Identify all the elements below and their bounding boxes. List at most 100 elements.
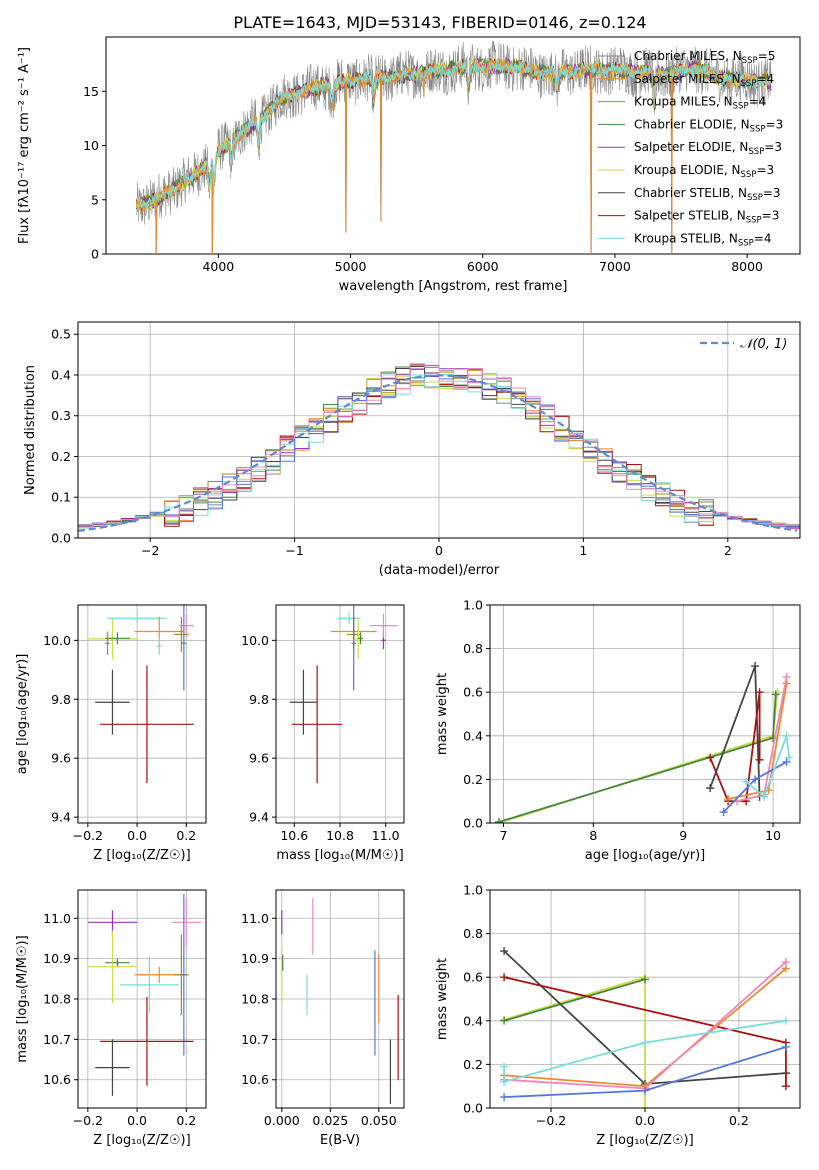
spectrum-xtick-label: 4000 — [202, 259, 234, 274]
spectrum-xtick-label: 5000 — [335, 259, 367, 274]
plot-area — [78, 363, 800, 532]
spectrum-legend: Chabrier MILES, NSSP=5 Salpeter MILES, NS… — [598, 49, 783, 248]
mass_vs_Z-ytick-label: 10.8 — [43, 992, 71, 1007]
mass_weight_vs_age-xtick-label: 7 — [500, 828, 508, 843]
mass_vs_Z-ytick-label: 10.9 — [43, 951, 71, 966]
mass-weight-point — [500, 947, 509, 956]
mass_vs_ebv-ytick-label: 10.7 — [241, 1032, 269, 1047]
residuals-xtick-label: 0 — [435, 543, 443, 558]
mass-weight-point — [742, 777, 751, 786]
mass_vs_ebv-xtick-label: 0.025 — [312, 1113, 348, 1128]
residuals-xtick-label: −2 — [141, 543, 159, 558]
spectrum-xtick-label: 6000 — [467, 259, 499, 274]
mass-weight-point — [785, 753, 794, 762]
mass-weight-point — [641, 1038, 649, 1047]
age_vs_Z-xtick-label: −0.2 — [73, 828, 103, 843]
legend-entry: Chabrier STELIB, NSSP=3 — [634, 186, 781, 203]
mass_vs_Z-ytick-label: 10.7 — [43, 1032, 71, 1047]
age_vs_mass-xlabel: mass [log₁₀(M/M☉)] — [276, 848, 403, 863]
mass_vs_Z-axes: −0.2 0.0 0.2 10.6 10.7 10.8 10.9 11.0 — [43, 890, 206, 1128]
mass_weight_vs_age-xtick-label: 8 — [589, 828, 597, 843]
mass-weight-point — [500, 1093, 509, 1102]
mass_vs_Z-frame — [77, 889, 207, 1109]
mass_vs_Z-xtick-label: 0.0 — [127, 1113, 147, 1128]
spectrum-ytick-label: 5 — [91, 192, 99, 207]
mass_weight_vs_age-ytick-label: 1.0 — [463, 598, 483, 613]
age_vs_Z-ylabel: age [log₁₀(age/yr)] — [15, 654, 30, 775]
mass_weight_vs_Z-ylabel: mass weight — [435, 958, 450, 1040]
residuals-frame — [77, 321, 801, 539]
age_vs_mass-axes: 10.6 10.8 11.0 9.4 9.6 9.8 10.0 — [241, 605, 404, 843]
age_vs_Z-axes: −0.2 0.0 0.2 9.4 9.6 9.8 10.0 — [43, 605, 206, 843]
mass_weight_vs_Z-xtick-label: 0.2 — [729, 1113, 749, 1128]
mass_weight_vs_age-xtick-label: 9 — [679, 828, 687, 843]
mass_vs_Z-ytick-label: 11.0 — [43, 911, 71, 926]
mass_weight_vs_age-ytick-label: 0.8 — [463, 641, 483, 656]
mass_vs_ebv-ytick-label: 11.0 — [241, 911, 269, 926]
mass_vs_ebv-xtick-label: 0.050 — [361, 1113, 397, 1128]
legend-entry: Kroupa MILES, NSSP=4 — [634, 95, 766, 112]
residuals-ylabel: Normed distribution — [23, 365, 38, 495]
mass-weight-line — [503, 978, 646, 1022]
mass-weight-point — [706, 784, 715, 793]
residual-legend-entry: 𝒩(0, 1) — [740, 337, 787, 352]
mass-weight-point — [782, 731, 791, 740]
mass_vs_ebv-xlabel: E(B-V) — [320, 1133, 360, 1148]
mass-weight-point — [500, 973, 509, 982]
age_vs_mass-xtick-label: 11.0 — [372, 828, 400, 843]
legend-entry: Kroupa STELIB, NSSP=4 — [634, 231, 772, 248]
spectrum-ytick-label: 0 — [91, 247, 99, 262]
mass-weight-point — [751, 662, 760, 671]
residuals-ytick-label: 0.3 — [51, 408, 71, 423]
age_vs_Z-xtick-label: 0.0 — [127, 828, 147, 843]
plot-area — [494, 662, 794, 823]
mass_weight_vs_age-axes: 7 8 9 10 0.0 0.2 0.4 0.6 0.8 1.0 — [463, 598, 800, 843]
mass-weight-point — [500, 1062, 509, 1071]
spectrum-line-kroupa-stelib — [135, 57, 772, 213]
mass-weight-point — [760, 792, 769, 801]
mass_weight_vs_age-xlabel: age [log₁₀(age/yr)] — [585, 848, 706, 863]
mass-weight-point — [782, 757, 791, 766]
mass-weight-point — [781, 1016, 790, 1025]
mass_weight_vs_Z-xtick-label: 0.0 — [635, 1113, 655, 1128]
age_vs_Z-ytick-label: 9.6 — [51, 751, 71, 766]
mass_weight_vs_age-ytick-label: 0.0 — [463, 816, 483, 831]
mass_weight_vs_Z-ytick-label: 0.6 — [463, 970, 483, 985]
mass_vs_ebv-frame — [275, 889, 405, 1109]
mass-weight-point — [641, 1104, 649, 1108]
mass_weight_vs_age-ytick-label: 0.4 — [463, 728, 483, 743]
plot-area — [135, 40, 772, 254]
mass_weight_vs_age-ytick-label: 0.2 — [463, 772, 483, 787]
mass-weight-point — [771, 690, 780, 699]
mass-weight-point — [751, 775, 760, 784]
spectrum-line-kroupa-elodie — [135, 57, 771, 212]
mass_vs_Z-ytick-label: 10.6 — [43, 1072, 71, 1087]
mass-weight-point — [641, 1086, 649, 1095]
mass_weight_vs_age-ytick-label: 0.6 — [463, 685, 483, 700]
spectrum-xtick-label: 8000 — [731, 259, 763, 274]
age_vs_mass-ytick-label: 9.4 — [249, 810, 269, 825]
mass_weight_vs_Z-ytick-label: 0.2 — [463, 1057, 483, 1072]
mass_vs_ebv-ytick-label: 10.9 — [241, 951, 269, 966]
mass_weight_vs_Z-ytick-label: 0.8 — [463, 926, 483, 941]
mass_vs_Z-xtick-label: 0.2 — [176, 1113, 196, 1128]
plot-area — [87, 605, 194, 784]
mass-weight-point — [500, 1077, 509, 1086]
spectrum-axes: 4000 5000 6000 7000 8000 0 5 10 15 — [83, 84, 763, 274]
legend-entry: Salpeter MILES, NSSP=4 — [634, 72, 774, 89]
age_vs_mass-ytick-label: 9.6 — [249, 751, 269, 766]
legend-entry: Kroupa ELODIE, NSSP=3 — [634, 163, 774, 180]
mass-weight-point — [781, 1082, 790, 1091]
mass_weight_vs_Z-ytick-label: 1.0 — [463, 883, 483, 898]
normal-distribution-curve — [78, 374, 798, 532]
legend-entry: Salpeter STELIB, NSSP=3 — [634, 209, 779, 226]
age_vs_mass-ytick-label: 10.0 — [241, 633, 269, 648]
age_vs_Z-xlabel: Z [log₁₀(Z/Z☉)] — [93, 848, 190, 863]
mass-weight-point — [494, 817, 503, 823]
mass_weight_vs_age-frame — [489, 604, 801, 824]
mass_vs_ebv-xtick-label: 0.000 — [264, 1113, 300, 1128]
age_vs_mass-xtick-label: 10.6 — [280, 828, 308, 843]
spectrum-xtick-label: 7000 — [599, 259, 631, 274]
age_vs_mass-xtick-label: 10.8 — [326, 828, 354, 843]
